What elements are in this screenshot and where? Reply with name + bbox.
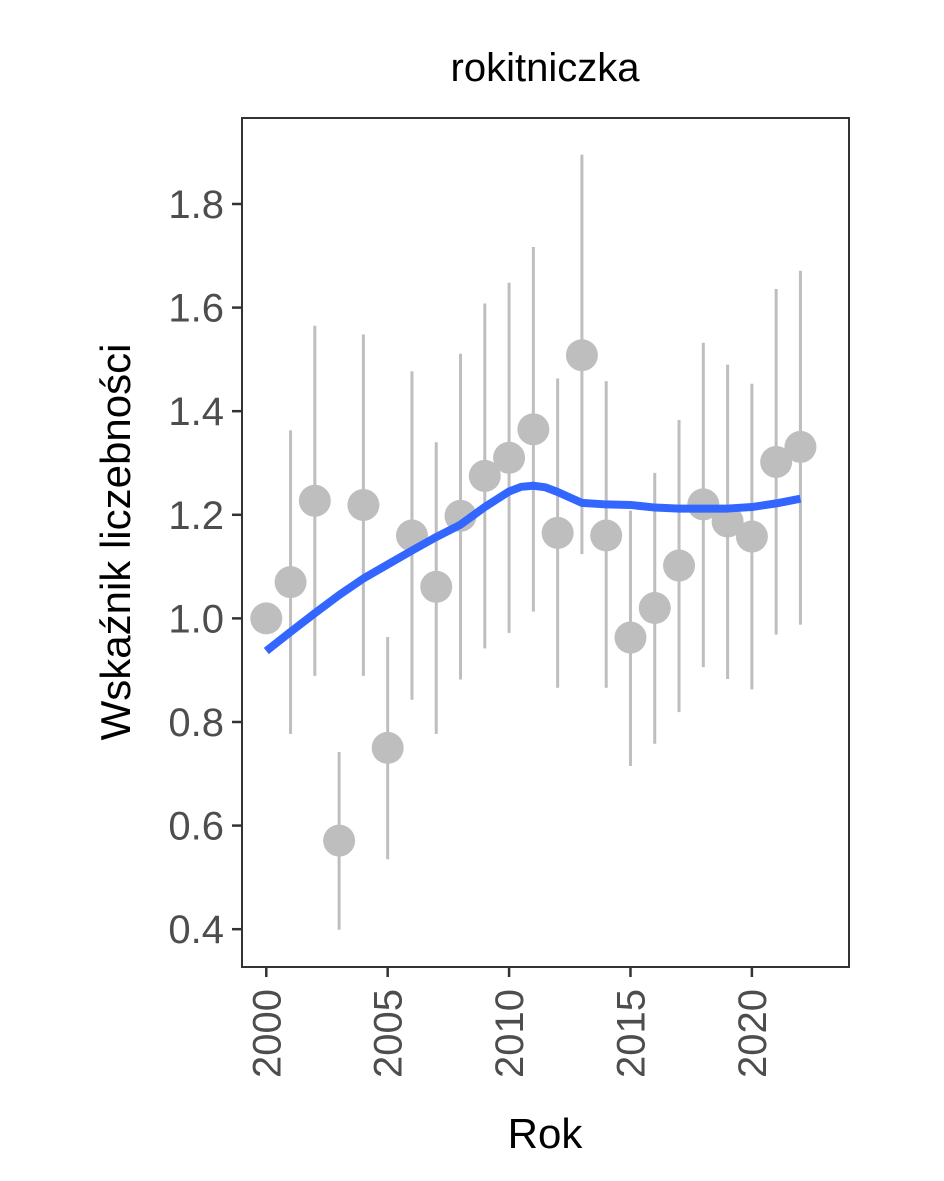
data-point [323, 824, 356, 857]
data-point [274, 566, 307, 599]
x-tick-label: 2020 [731, 989, 775, 1078]
x-axis: 2000 2005 2010 2015 2020 [245, 967, 775, 1078]
data-point [541, 516, 574, 549]
x-tick-label: 2005 [367, 989, 411, 1078]
data-point [784, 430, 817, 463]
x-tick-label: 2015 [609, 989, 653, 1078]
trend-line-group [263, 481, 802, 655]
y-tick-label: 1.2 [168, 494, 224, 538]
data-point [444, 499, 477, 532]
y-tick-label: 1.0 [168, 597, 224, 641]
y-tick-label: 0.6 [168, 805, 224, 849]
data-point [711, 505, 744, 538]
y-axis: 0.4 0.6 0.8 1.0 1.2 1.4 1.6 1.8 [168, 183, 242, 952]
data-point [638, 592, 671, 625]
x-axis-title: Rok [508, 1110, 584, 1157]
data-point [250, 602, 283, 635]
data-point [420, 570, 453, 603]
data-point [760, 445, 793, 478]
data-point [493, 441, 526, 474]
y-tick-label: 1.8 [168, 183, 224, 227]
y-tick-label: 1.4 [168, 390, 224, 434]
data-point [298, 484, 331, 517]
data-point [347, 488, 380, 521]
y-axis-title: Wskaźnik liczebności [92, 344, 139, 741]
data-point [735, 520, 768, 553]
x-tick-label: 2010 [488, 989, 532, 1078]
chart-title: rokitniczka [451, 46, 641, 90]
data-point [517, 413, 550, 446]
data-point [663, 549, 696, 582]
data-point [468, 459, 501, 492]
trend-line [263, 481, 802, 655]
data-point [565, 339, 598, 372]
data-point [614, 621, 647, 654]
x-tick-label: 2000 [245, 989, 289, 1078]
y-tick-label: 0.8 [168, 701, 224, 745]
data-point [371, 731, 404, 764]
y-tick-label: 1.6 [168, 287, 224, 331]
data-point [590, 519, 623, 552]
y-tick-label: 0.4 [168, 908, 224, 952]
